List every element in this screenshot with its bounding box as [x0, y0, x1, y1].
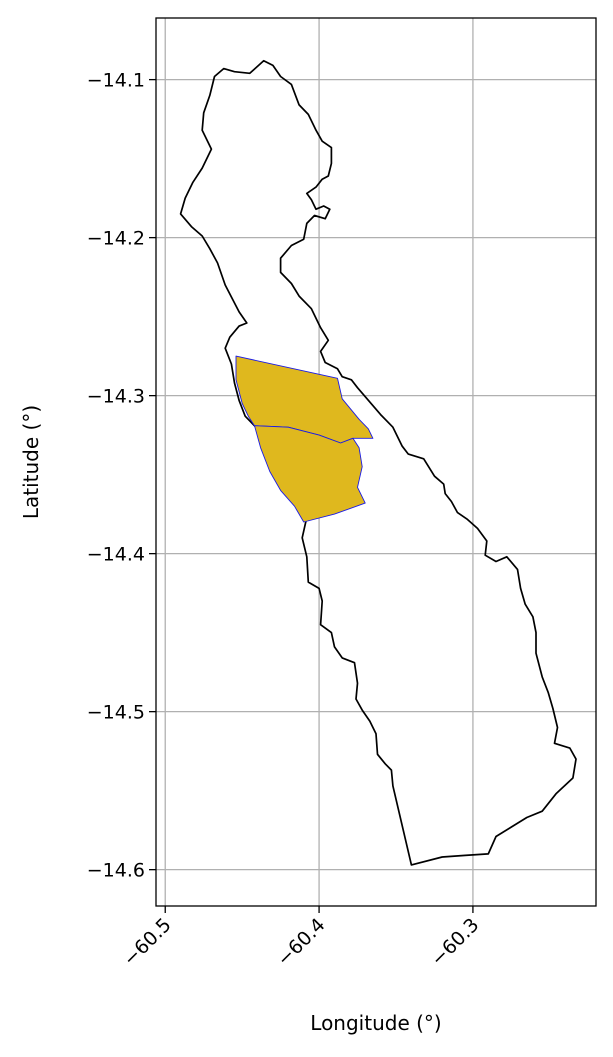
plot-frame	[155, 17, 597, 907]
highlighted-area-layer	[235, 355, 374, 523]
y-tick-label: −14.4	[87, 544, 145, 566]
y-tick-label: −14.5	[87, 702, 145, 724]
x-axis-label: Longitude (°)	[310, 1011, 441, 1035]
region-outline-layer	[179, 59, 577, 866]
y-axis-label: Latitude (°)	[19, 405, 43, 519]
y-tick-label: −14.2	[87, 228, 145, 250]
highlighted-parcel-2	[254, 425, 366, 523]
y-tick-label: −14.6	[87, 860, 145, 882]
grid-lines	[156, 18, 596, 906]
y-tick-label: −14.3	[87, 386, 145, 408]
y-tick-label: −14.1	[87, 70, 145, 92]
region-outline	[179, 59, 577, 866]
